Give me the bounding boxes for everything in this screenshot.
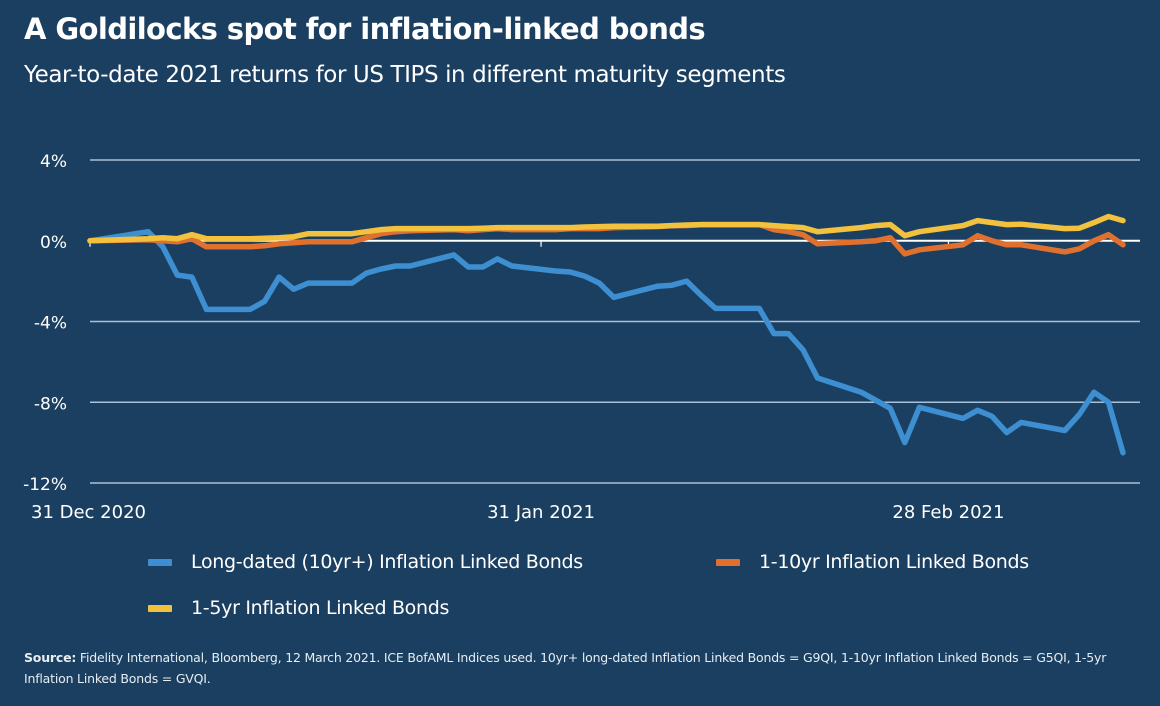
chart-title: A Goldilocks spot for inflation-linked b… (24, 12, 706, 46)
x-tick-label: 28 Feb 2021 (892, 502, 1004, 523)
y-axis-tick-labels: 4% 0% -4% -8% -12% (23, 152, 67, 495)
legend-swatch-1-5yr (148, 604, 172, 612)
source-note: Source: Fidelity International, Bloomber… (24, 647, 1124, 689)
legend-label-long-dated: Long-dated (10yr+) Inflation Linked Bond… (191, 551, 583, 573)
chart-subtitle: Year-to-date 2021 returns for US TIPS in… (24, 62, 786, 88)
series-line-0 (87, 228, 1126, 456)
x-tick-label: 31 Dec 2020 (31, 502, 146, 523)
series-line-2 (87, 213, 1126, 244)
source-label: Source: (24, 650, 77, 665)
legend-item-1-5yr: 1-5yr Inflation Linked Bonds (148, 597, 449, 619)
legend-swatch-1-10yr (716, 558, 740, 566)
x-axis-tick-labels: 31 Dec 2020 31 Jan 2021 28 Feb 2021 (31, 502, 1004, 523)
y-tick-label: 4% (40, 152, 67, 172)
legend-label-1-10yr: 1-10yr Inflation Linked Bonds (759, 551, 1029, 573)
legend-item-1-10yr: 1-10yr Inflation Linked Bonds (716, 551, 1029, 573)
series-lines (87, 213, 1126, 456)
legend-item-long-dated: Long-dated (10yr+) Inflation Linked Bond… (148, 551, 583, 573)
source-text: Fidelity International, Bloomberg, 12 Ma… (24, 650, 1107, 686)
y-tick-label: -12% (23, 475, 67, 495)
x-tick-label: 31 Jan 2021 (487, 502, 595, 523)
gridlines (89, 159, 1140, 484)
legend-swatch-long-dated (148, 558, 172, 566)
y-tick-label: -4% (34, 314, 67, 334)
legend-label-1-5yr: 1-5yr Inflation Linked Bonds (191, 597, 450, 619)
line-chart: 4% 0% -4% -8% -12% 31 Dec 2020 31 Jan 2021 28 … (23, 152, 1140, 523)
y-tick-label: 0% (40, 233, 67, 253)
y-tick-label: -8% (34, 394, 67, 414)
